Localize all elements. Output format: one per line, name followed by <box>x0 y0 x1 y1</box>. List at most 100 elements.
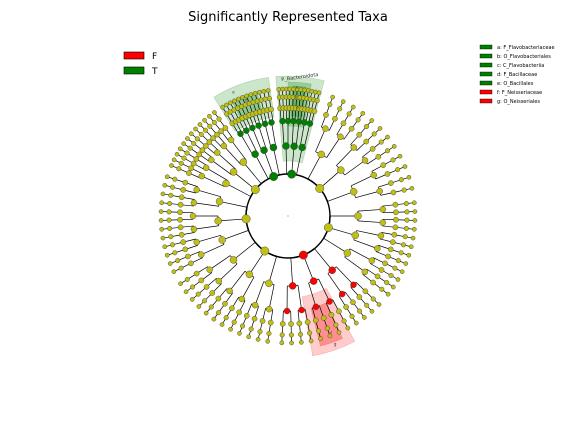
taxon-node <box>311 108 318 115</box>
tree-branch <box>327 273 343 295</box>
tree-branch <box>326 136 341 158</box>
taxon-node <box>412 218 418 223</box>
taxon-node <box>198 131 204 137</box>
taxon-node <box>167 201 173 207</box>
clade-label: f <box>330 330 332 335</box>
taxon-node <box>172 176 178 182</box>
tree-branch <box>263 150 274 177</box>
tree-branch <box>299 122 305 148</box>
taxon-node <box>243 313 250 319</box>
taxon-node <box>409 186 415 191</box>
tree-branch <box>264 123 272 149</box>
tree-branch <box>357 209 383 212</box>
taxon-node <box>198 172 205 180</box>
taxon-node <box>375 153 382 160</box>
taxon-node <box>215 197 224 206</box>
tree-branch <box>258 125 267 150</box>
taxon-node <box>215 295 222 302</box>
taxon-node <box>362 288 369 295</box>
taxon-node <box>189 131 194 136</box>
taxon-node <box>337 133 344 140</box>
taxon-node <box>343 249 352 257</box>
taxon-node <box>350 281 357 289</box>
taxon-node <box>177 224 184 231</box>
taxon-node <box>216 310 222 316</box>
taxon-node <box>369 146 376 152</box>
taxon-node <box>208 304 214 310</box>
taxon-node <box>328 266 336 274</box>
taxon-node <box>238 295 246 303</box>
taxon-node <box>180 239 187 245</box>
taxon-node <box>287 169 297 179</box>
taxon-node <box>185 253 191 260</box>
taxon-node <box>251 315 258 322</box>
tree-branch <box>285 146 288 175</box>
biomarker-swatch-f <box>479 89 493 95</box>
clade-label: P_Bacteroidota <box>281 72 319 83</box>
taxon-node <box>364 302 370 308</box>
taxon-node <box>317 150 325 159</box>
taxon-node <box>246 334 251 340</box>
taxon-node <box>398 177 404 183</box>
taxon-node <box>262 96 268 102</box>
taxon-node <box>226 287 233 295</box>
tree-branch <box>271 122 277 148</box>
taxon-node <box>392 265 398 271</box>
tree-branch <box>357 220 383 223</box>
taxon-node <box>252 91 258 96</box>
taxon-node <box>369 118 375 123</box>
tree-branch <box>268 284 275 310</box>
taxon-node <box>193 126 198 132</box>
taxon-node <box>283 307 291 315</box>
tree-branch <box>291 121 294 147</box>
taxon-node <box>178 231 185 238</box>
taxon-node <box>214 149 221 156</box>
taxon-node <box>164 252 170 258</box>
tree-branch <box>356 230 381 237</box>
taxon-node <box>207 113 212 119</box>
taxon-node <box>312 317 319 324</box>
taxon-node <box>395 167 401 173</box>
taxon-node <box>289 340 294 346</box>
chart-title: Significantly Represented Taxa <box>188 10 388 25</box>
taxon-node <box>257 329 263 335</box>
tree-branch <box>218 218 247 222</box>
biomarker-swatch-d <box>479 71 493 77</box>
taxon-node <box>188 165 194 172</box>
biomarker-swatch-c <box>479 62 493 68</box>
taxon-node <box>402 164 408 169</box>
tree-branch <box>225 183 251 197</box>
taxon-node <box>240 323 246 329</box>
taxon-node <box>251 301 259 309</box>
taxon-node <box>232 98 237 104</box>
taxon-node <box>370 296 376 302</box>
taxon-node <box>265 305 273 313</box>
taxon-node <box>404 209 410 215</box>
taxon-node <box>260 246 270 256</box>
taxon-node <box>391 144 397 149</box>
taxon-node <box>206 139 213 145</box>
taxon-node <box>363 124 369 130</box>
biomarker-label-g: g: O_Neisseriales <box>497 99 540 105</box>
taxon-node <box>193 270 200 277</box>
taxon-node <box>236 96 241 102</box>
tree-branch <box>307 154 322 180</box>
taxon-node <box>406 252 412 258</box>
clade-label: g <box>334 342 337 347</box>
legend-swatch-f <box>123 51 145 60</box>
taxon-node <box>195 291 201 297</box>
tree-branch <box>201 175 225 187</box>
taxon-node <box>178 160 184 166</box>
taxon-node <box>260 146 268 154</box>
taxon-node <box>160 191 166 197</box>
tree-branch <box>196 189 221 198</box>
tree-branch <box>353 239 378 249</box>
taxon-node <box>202 127 208 133</box>
taxon-node <box>220 142 228 150</box>
taxon-node <box>212 110 217 115</box>
taxon-node <box>202 143 209 149</box>
taxon-node <box>203 310 209 316</box>
tree-branch <box>205 167 228 181</box>
taxon-node <box>324 325 330 331</box>
tree-branch <box>303 254 314 282</box>
